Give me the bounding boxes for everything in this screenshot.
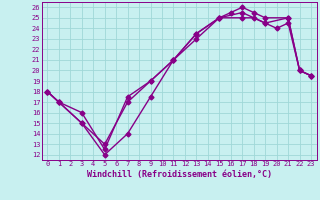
X-axis label: Windchill (Refroidissement éolien,°C): Windchill (Refroidissement éolien,°C) bbox=[87, 170, 272, 179]
